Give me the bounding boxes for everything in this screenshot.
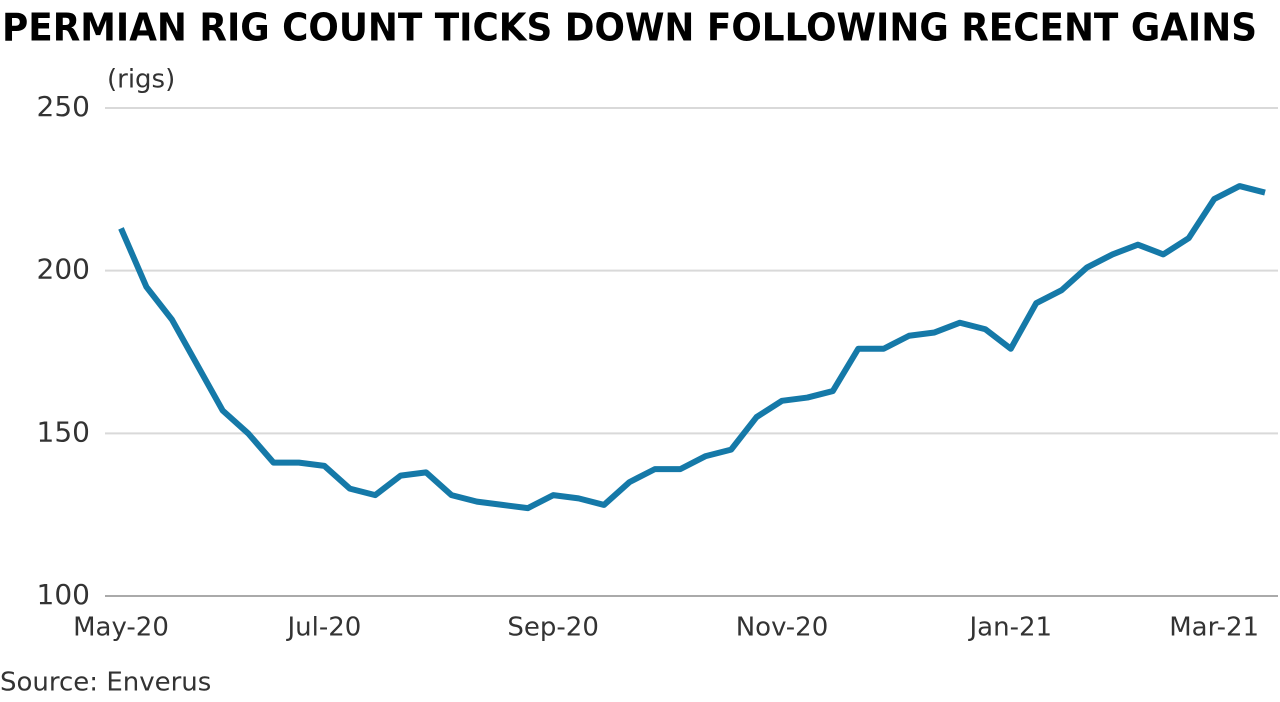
line-series	[118, 183, 1266, 512]
y-tick-label: 100	[37, 578, 90, 611]
x-tick-label: Mar-21	[1169, 613, 1259, 643]
y-tick-label: 150	[37, 415, 90, 448]
chart-title: PERMIAN RIG COUNT TICKS DOWN FOLLOWING R…	[2, 6, 1257, 50]
x-tick-label: Nov-20	[736, 613, 829, 643]
y-tick-label: 200	[37, 253, 90, 286]
y-tick-label: 250	[37, 90, 90, 123]
x-tick-label: Jul-20	[285, 613, 361, 643]
x-tick-label: Sep-20	[507, 613, 598, 643]
x-tick-label: May-20	[73, 613, 169, 643]
y-axis-label: (rigs)	[107, 65, 175, 95]
x-tick-label: Jan-21	[968, 613, 1053, 643]
source: Source: Enverus	[0, 668, 211, 698]
